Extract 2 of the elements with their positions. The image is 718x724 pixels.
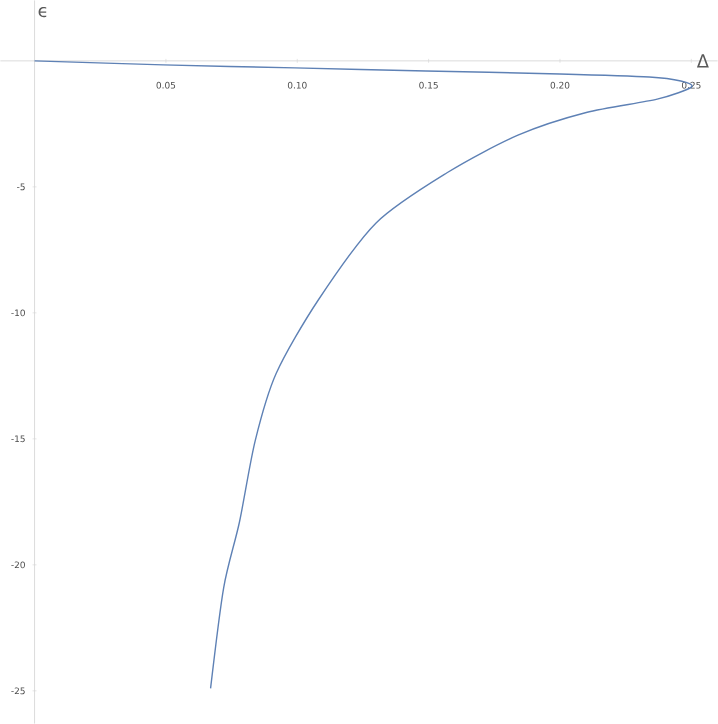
x-axis-title: Δ: [696, 54, 709, 68]
y-axis-title: ϵ: [38, 6, 47, 18]
